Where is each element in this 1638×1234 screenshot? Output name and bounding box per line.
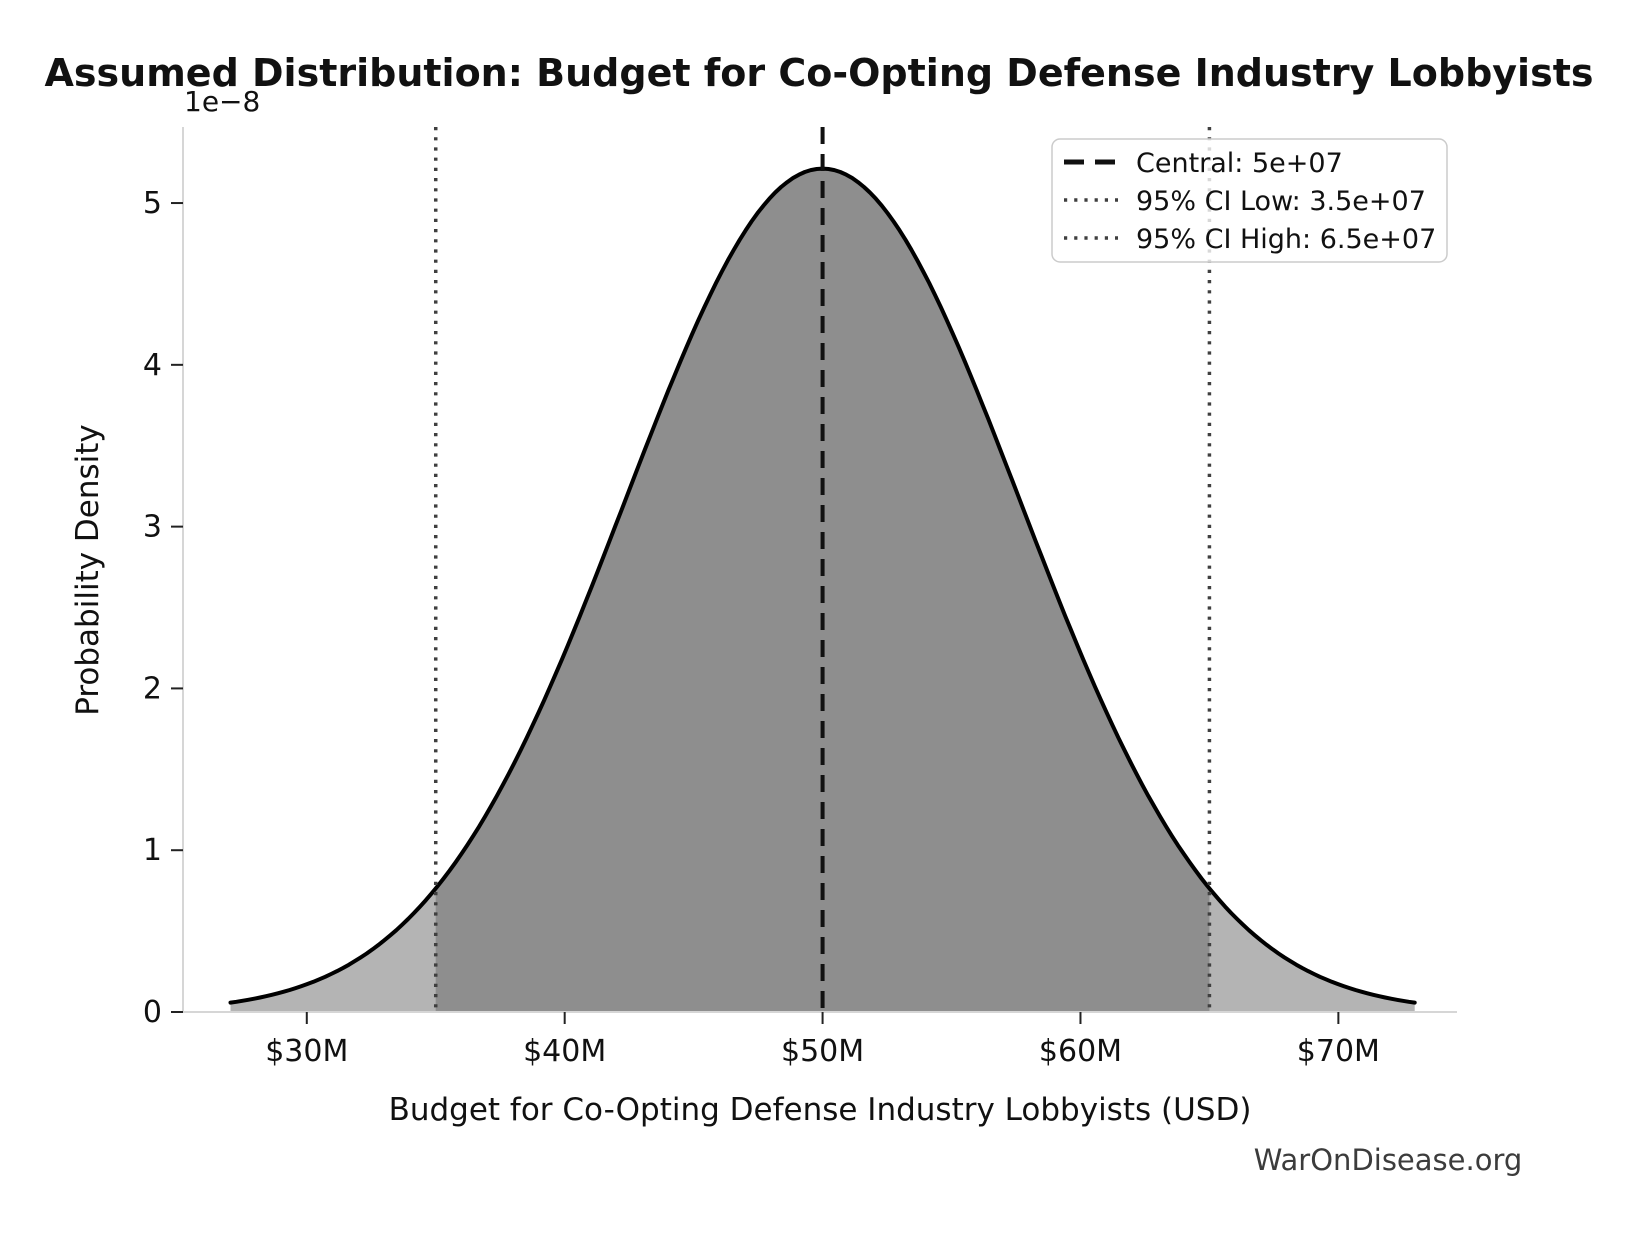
y-axis-label: Probability Density [70, 424, 106, 716]
y-axis-offset-label: 1e−8 [184, 85, 260, 118]
y-tick-label: 3 [143, 510, 162, 545]
y-tick-label: 4 [143, 348, 162, 383]
x-tick-label: $50M [781, 1034, 864, 1069]
y-tick-label: 1 [143, 833, 162, 868]
legend-item-ci-high: 95% CI High: 6.5e+07 [1136, 224, 1436, 255]
watermark: WarOnDisease.org [1254, 1143, 1523, 1177]
reference-vlines [433, 127, 1212, 1011]
axis-ticks: $30M $40M $50M $60M $70M 0 1 2 3 4 5 [143, 186, 1380, 1069]
x-axis-label: Budget for Co-Opting Defense Industry Lo… [389, 1092, 1252, 1128]
legend-box [1051, 138, 1448, 263]
x-tick-label: $40M [523, 1034, 606, 1069]
chart-title: Assumed Distribution: Budget for Co-Opti… [45, 51, 1594, 95]
x-tick-label: $70M [1297, 1034, 1380, 1069]
legend-item-ci-low: 95% CI Low: 3.5e+07 [1136, 186, 1426, 217]
x-tick-label: $60M [1039, 1034, 1122, 1069]
axis-spines [182, 127, 1457, 1013]
y-tick-label: 2 [143, 671, 162, 706]
y-tick-label: 5 [143, 186, 162, 221]
y-tick-label: 0 [143, 995, 162, 1030]
legend: Central: 5e+07 95% CI Low: 3.5e+07 95% C… [1051, 138, 1448, 263]
legend-item-central: Central: 5e+07 [1136, 148, 1343, 179]
x-tick-label: $30M [265, 1034, 348, 1069]
